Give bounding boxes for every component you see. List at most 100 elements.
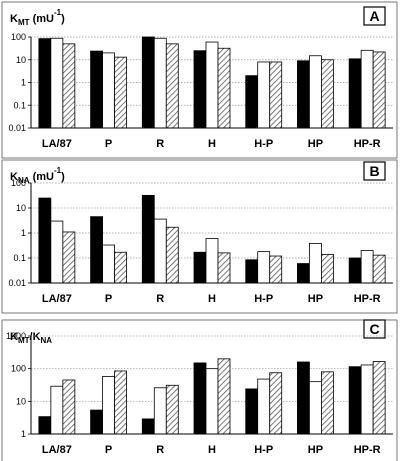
panel-frame xyxy=(1,159,398,314)
bar-C-R-s1 xyxy=(141,418,155,435)
y-tick-label: 1 xyxy=(21,228,26,238)
bar-C-HP-s3 xyxy=(321,371,334,435)
bar-B-P-s2 xyxy=(102,244,115,284)
bar-C-HP-R-s3 xyxy=(372,361,386,435)
bar-A-HP-s1 xyxy=(297,60,310,129)
x-category-label: P xyxy=(105,138,112,150)
bar-A-H-P-s3 xyxy=(269,61,283,129)
chart-panel-A: KMT (mU-1) A 0.01 0.1 1 10 100 LA/87 P R H H-P HP HP-… xyxy=(1,1,398,159)
bar-C-H-s1 xyxy=(193,362,207,435)
x-category-label: H xyxy=(208,444,216,456)
bar-B-P-s1 xyxy=(90,216,103,284)
bar-A-HP-R-s2 xyxy=(360,49,374,129)
x-category-label: HP-R xyxy=(354,444,381,456)
bar-B-H-s3 xyxy=(217,252,231,284)
bar-C-P-s3 xyxy=(114,370,127,435)
bar-B-R-s3 xyxy=(165,226,179,284)
panel-badge xyxy=(363,161,386,181)
panel-label: B xyxy=(369,163,379,179)
y-tick-label: 1000 xyxy=(6,331,26,341)
bar-A-LA/87-s2 xyxy=(50,37,64,129)
panel-label: A xyxy=(369,8,379,24)
bar-B-H-P-s1 xyxy=(245,259,259,284)
bar-A-H-P-s2 xyxy=(257,61,271,129)
chart-panel-B: KNA (mU-1) B 0.01 0.1 1 10 100 LA/87 P R H H-P HP HP-… xyxy=(1,159,398,314)
bar-A-R-s2 xyxy=(153,37,167,129)
y-tick-label: 1 xyxy=(21,78,26,88)
x-category-label: HP xyxy=(308,293,323,305)
x-category-label: LA/87 xyxy=(42,138,72,150)
bar-C-P-s2 xyxy=(102,375,115,435)
bar-C-H-P-s1 xyxy=(245,388,259,435)
y-tick-label: 100 xyxy=(11,32,26,42)
chart-title: KMT/KNA xyxy=(10,331,52,345)
bar-A-P-s2 xyxy=(102,52,115,129)
bar-A-R-s3 xyxy=(165,43,179,129)
y-tick-label: 0.1 xyxy=(13,253,26,263)
y-tick-label: 10 xyxy=(16,396,26,406)
bar-B-HP-R-s2 xyxy=(360,250,374,284)
bar-C-P-s1 xyxy=(90,409,103,435)
bar-C-HP-s2 xyxy=(309,381,322,435)
panel-badge xyxy=(363,319,386,339)
y-tick-label: 100 xyxy=(11,178,26,188)
bar-B-HP-R-s3 xyxy=(372,254,386,284)
bar-C-H-s3 xyxy=(217,358,231,435)
y-tick-label: 10 xyxy=(16,55,26,65)
panel-frame xyxy=(1,319,398,461)
x-category-label: LA/87 xyxy=(42,293,72,305)
bar-C-LA/87-s2 xyxy=(50,385,64,435)
x-category-label: R xyxy=(156,293,164,305)
bar-C-R-s2 xyxy=(153,387,167,435)
bar-B-HP-s3 xyxy=(321,253,334,284)
x-category-label: P xyxy=(105,444,112,456)
x-category-label: H xyxy=(208,293,216,305)
x-category-label: H-P xyxy=(254,293,273,305)
bar-B-R-s1 xyxy=(141,194,155,284)
bar-A-H-s2 xyxy=(205,41,219,129)
bar-C-H-s2 xyxy=(205,368,219,435)
y-tick-label: 100 xyxy=(11,364,26,374)
y-tick-label: 0.1 xyxy=(13,100,26,110)
x-category-label: H-P xyxy=(254,138,273,150)
bar-B-HP-s1 xyxy=(297,263,310,284)
bar-C-HP-R-s2 xyxy=(360,364,374,435)
x-category-label: R xyxy=(156,444,164,456)
bar-A-HP-R-s3 xyxy=(372,51,386,129)
y-tick-label: 0.01 xyxy=(8,123,26,133)
x-category-label: HP xyxy=(308,138,323,150)
x-category-label: H xyxy=(208,138,216,150)
x-category-label: H-P xyxy=(254,444,273,456)
panel-frame xyxy=(1,1,398,159)
bar-B-H-P-s3 xyxy=(269,255,283,284)
bar-C-H-P-s2 xyxy=(257,378,271,435)
y-tick-label: 10 xyxy=(16,203,26,213)
bar-A-H-s1 xyxy=(193,50,207,129)
panel-badge xyxy=(363,6,386,26)
y-tick-label: 1 xyxy=(21,429,26,439)
bar-B-P-s3 xyxy=(114,251,127,284)
bar-C-LA/87-s3 xyxy=(62,379,76,435)
bar-A-LA/87-s1 xyxy=(38,38,52,129)
bar-B-LA/87-s3 xyxy=(62,231,76,284)
bar-C-HP-R-s1 xyxy=(348,366,362,435)
bar-C-LA/87-s1 xyxy=(38,416,52,435)
x-category-label: LA/87 xyxy=(42,444,72,456)
bar-A-LA/87-s3 xyxy=(62,43,76,129)
bar-B-H-P-s2 xyxy=(257,251,271,284)
bar-C-H-P-s3 xyxy=(269,372,283,435)
x-category-label: P xyxy=(105,293,112,305)
x-category-label: HP-R xyxy=(354,293,381,305)
bar-C-R-s3 xyxy=(165,384,179,435)
bar-A-P-s1 xyxy=(90,50,103,129)
chart-panel-C: KMT/KNA C 1 10 100 1000 LA/87 P R H H-P HP HP-R xyxy=(1,319,398,461)
bar-B-HP-s2 xyxy=(309,243,322,284)
bar-A-H-P-s1 xyxy=(245,75,259,129)
bar-A-HP-s3 xyxy=(321,59,334,129)
bar-A-R-s1 xyxy=(141,36,155,129)
bar-B-HP-R-s1 xyxy=(348,257,362,284)
bar-B-R-s2 xyxy=(153,218,167,284)
bar-A-P-s3 xyxy=(114,56,127,129)
y-tick-label: 0.01 xyxy=(8,278,26,288)
